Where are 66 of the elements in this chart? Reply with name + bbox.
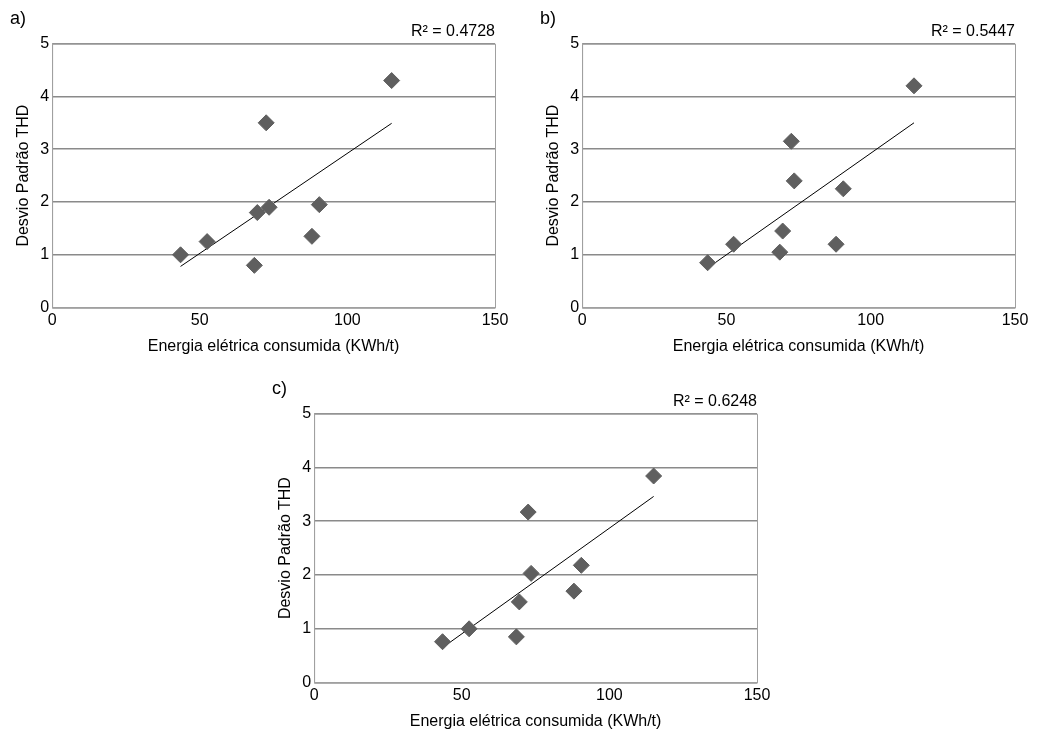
point (248, 204, 266, 222)
y-tick-label: 2 (40, 192, 50, 210)
x-axis-title: Energia elétrica consumida (KWh/t) (672, 336, 925, 354)
point (565, 582, 583, 600)
y-tick-label: 4 (570, 86, 580, 104)
y-tick-label: 4 (40, 86, 50, 104)
text: R² = 0.4728 (410, 22, 496, 40)
y-axis-title: Desvio Padrão THD (14, 104, 32, 247)
point (172, 246, 190, 264)
point (645, 467, 663, 485)
point (257, 114, 275, 132)
y-tick-label: 1 (40, 245, 50, 263)
text: R² = 0.5447 (930, 22, 1016, 40)
y-tick-label: 3 (302, 511, 312, 529)
point (774, 222, 792, 240)
point (834, 180, 852, 198)
y-tick-label: 4 (302, 457, 312, 475)
x-tick-label: 150 (743, 685, 771, 703)
point (383, 72, 401, 90)
point (771, 243, 789, 261)
point (510, 593, 528, 611)
y-axis-title: Desvio Padrão THD (544, 104, 562, 247)
x-axis-title: Energia elétrica consumida (KWh/t) (147, 336, 400, 354)
point (434, 633, 452, 651)
y-tick-label: 0 (570, 298, 580, 316)
y-tick-label: 5 (570, 34, 580, 52)
x-tick-label: 50 (717, 310, 736, 328)
point (507, 628, 525, 646)
point (460, 620, 478, 638)
point (303, 227, 321, 245)
y-axis-title: Desvio Padrão THD (276, 477, 294, 620)
text: R² = 0.6248 (672, 392, 758, 410)
y-tick-label: 1 (570, 245, 580, 263)
x-tick-label: 150 (1001, 310, 1029, 328)
point (260, 198, 278, 216)
y-tick-label: 0 (40, 298, 50, 316)
y-tick-label: 0 (302, 673, 312, 691)
x-tick-label: 50 (452, 685, 471, 703)
point (519, 503, 537, 521)
y-tick-label: 2 (570, 192, 580, 210)
y-tick-label: 1 (302, 619, 312, 637)
point (905, 77, 923, 95)
point (245, 256, 263, 274)
point (725, 235, 743, 253)
y-tick-label: 5 (40, 34, 50, 52)
point (572, 556, 590, 574)
x-axis-title: Energia elétrica consumida (KWh/t) (409, 711, 662, 729)
point (310, 196, 328, 214)
chart-title: a) (10, 7, 27, 28)
x-tick-label: 100 (596, 685, 623, 703)
y-tick-label: 3 (40, 139, 50, 157)
x-tick-label: 150 (481, 310, 509, 328)
x-tick-label: 50 (190, 310, 209, 328)
y-tick-label: 5 (302, 404, 312, 422)
y-tick-label: 2 (302, 565, 312, 583)
point (522, 564, 540, 582)
point (699, 254, 717, 272)
x-tick-label: 100 (334, 310, 361, 328)
chart-title: c) (272, 377, 287, 398)
x-tick-label: 100 (857, 310, 885, 328)
chart-title: b) (540, 7, 557, 28)
point (785, 172, 803, 190)
point (782, 132, 800, 150)
point (827, 235, 845, 253)
y-tick-label: 3 (570, 139, 580, 157)
point (198, 233, 216, 251)
